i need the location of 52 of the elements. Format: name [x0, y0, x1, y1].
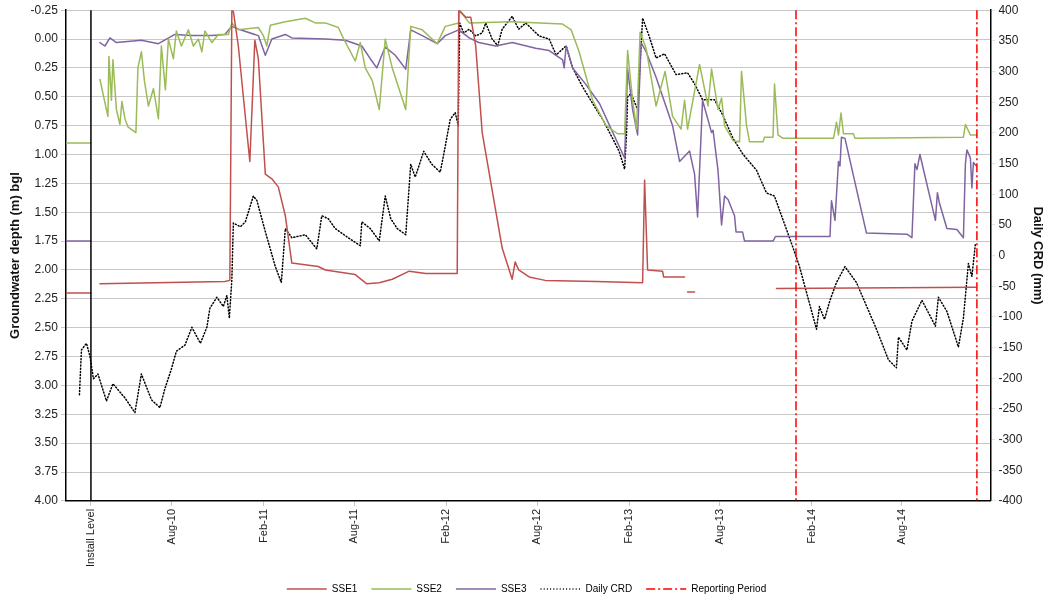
y-tick-label: 3.25 [34, 406, 59, 421]
y-tick-label: 0.50 [34, 89, 59, 104]
x-tick-label: Feb-13 [622, 508, 635, 544]
y-tick-label: 1.50 [34, 204, 59, 219]
y-tick-label: 3.50 [34, 435, 59, 450]
y-tick-label: 2.00 [34, 262, 59, 277]
y2-tick-label: -400 [998, 493, 1023, 508]
y2-tick-label: 400 [998, 2, 1019, 17]
y-tick-label: 1.00 [34, 146, 59, 161]
y2-tick-label: 50 [998, 217, 1013, 232]
y2-tick-label: 150 [998, 155, 1019, 170]
y2-tick-label: -350 [998, 462, 1023, 477]
y-tick-label: 0.00 [34, 31, 59, 46]
y-tick-label: 2.50 [34, 320, 59, 335]
y2-tick-label: 100 [998, 186, 1019, 201]
y-tick-label: 1.75 [34, 233, 59, 248]
legend-label: SSE1 [331, 582, 358, 594]
y2-tick-label: -250 [998, 401, 1023, 416]
y2-tick-label: 0 [998, 247, 1006, 262]
y2-tick-label: 250 [998, 94, 1019, 109]
y2-tick-label: 300 [998, 63, 1019, 78]
x-tick-label: Feb-11 [256, 508, 269, 543]
y-tick-label: 3.75 [34, 464, 59, 479]
y2-tick-label: -100 [998, 309, 1023, 324]
x-tick-label: Aug-14 [894, 508, 907, 545]
x-tick-label: Aug-10 [164, 508, 177, 545]
x-tick-label: Aug-13 [712, 508, 725, 545]
y-tick-label: 2.25 [34, 291, 59, 306]
y2-tick-label: -150 [998, 339, 1023, 354]
y-tick-label: -0.25 [30, 2, 59, 17]
y-tick-label: 1.25 [34, 175, 59, 190]
y2-tick-label: -200 [998, 370, 1023, 385]
y-tick-label: 4.00 [34, 493, 59, 508]
legend-label: Reporting Period [691, 582, 767, 594]
y-tick-label: 0.75 [34, 117, 59, 132]
x-tick-label: Install Level [83, 508, 96, 568]
legend-label: SSE2 [416, 582, 443, 594]
y-tick-label: 3.00 [34, 377, 59, 392]
legend-label: Daily CRD [585, 582, 633, 594]
y2-tick-label: -300 [998, 431, 1023, 446]
x-tick-label: Feb-12 [439, 508, 452, 544]
y2-tick-label: -50 [998, 278, 1017, 293]
y2-axis-title: Daily CRD (mm) [1030, 206, 1046, 305]
x-tick-label: Aug-12 [530, 508, 543, 545]
y-tick-label: 2.75 [34, 348, 59, 363]
legend-label: SSE3 [500, 582, 527, 594]
x-tick-label: Aug-11 [347, 508, 360, 544]
y2-tick-label: 200 [998, 125, 1019, 140]
x-tick-label: Feb-14 [804, 508, 817, 544]
y2-tick-label: 350 [998, 33, 1019, 48]
y-tick-label: 0.25 [34, 60, 59, 75]
y-axis-title: Groundwater depth (m) bgl [7, 172, 23, 339]
